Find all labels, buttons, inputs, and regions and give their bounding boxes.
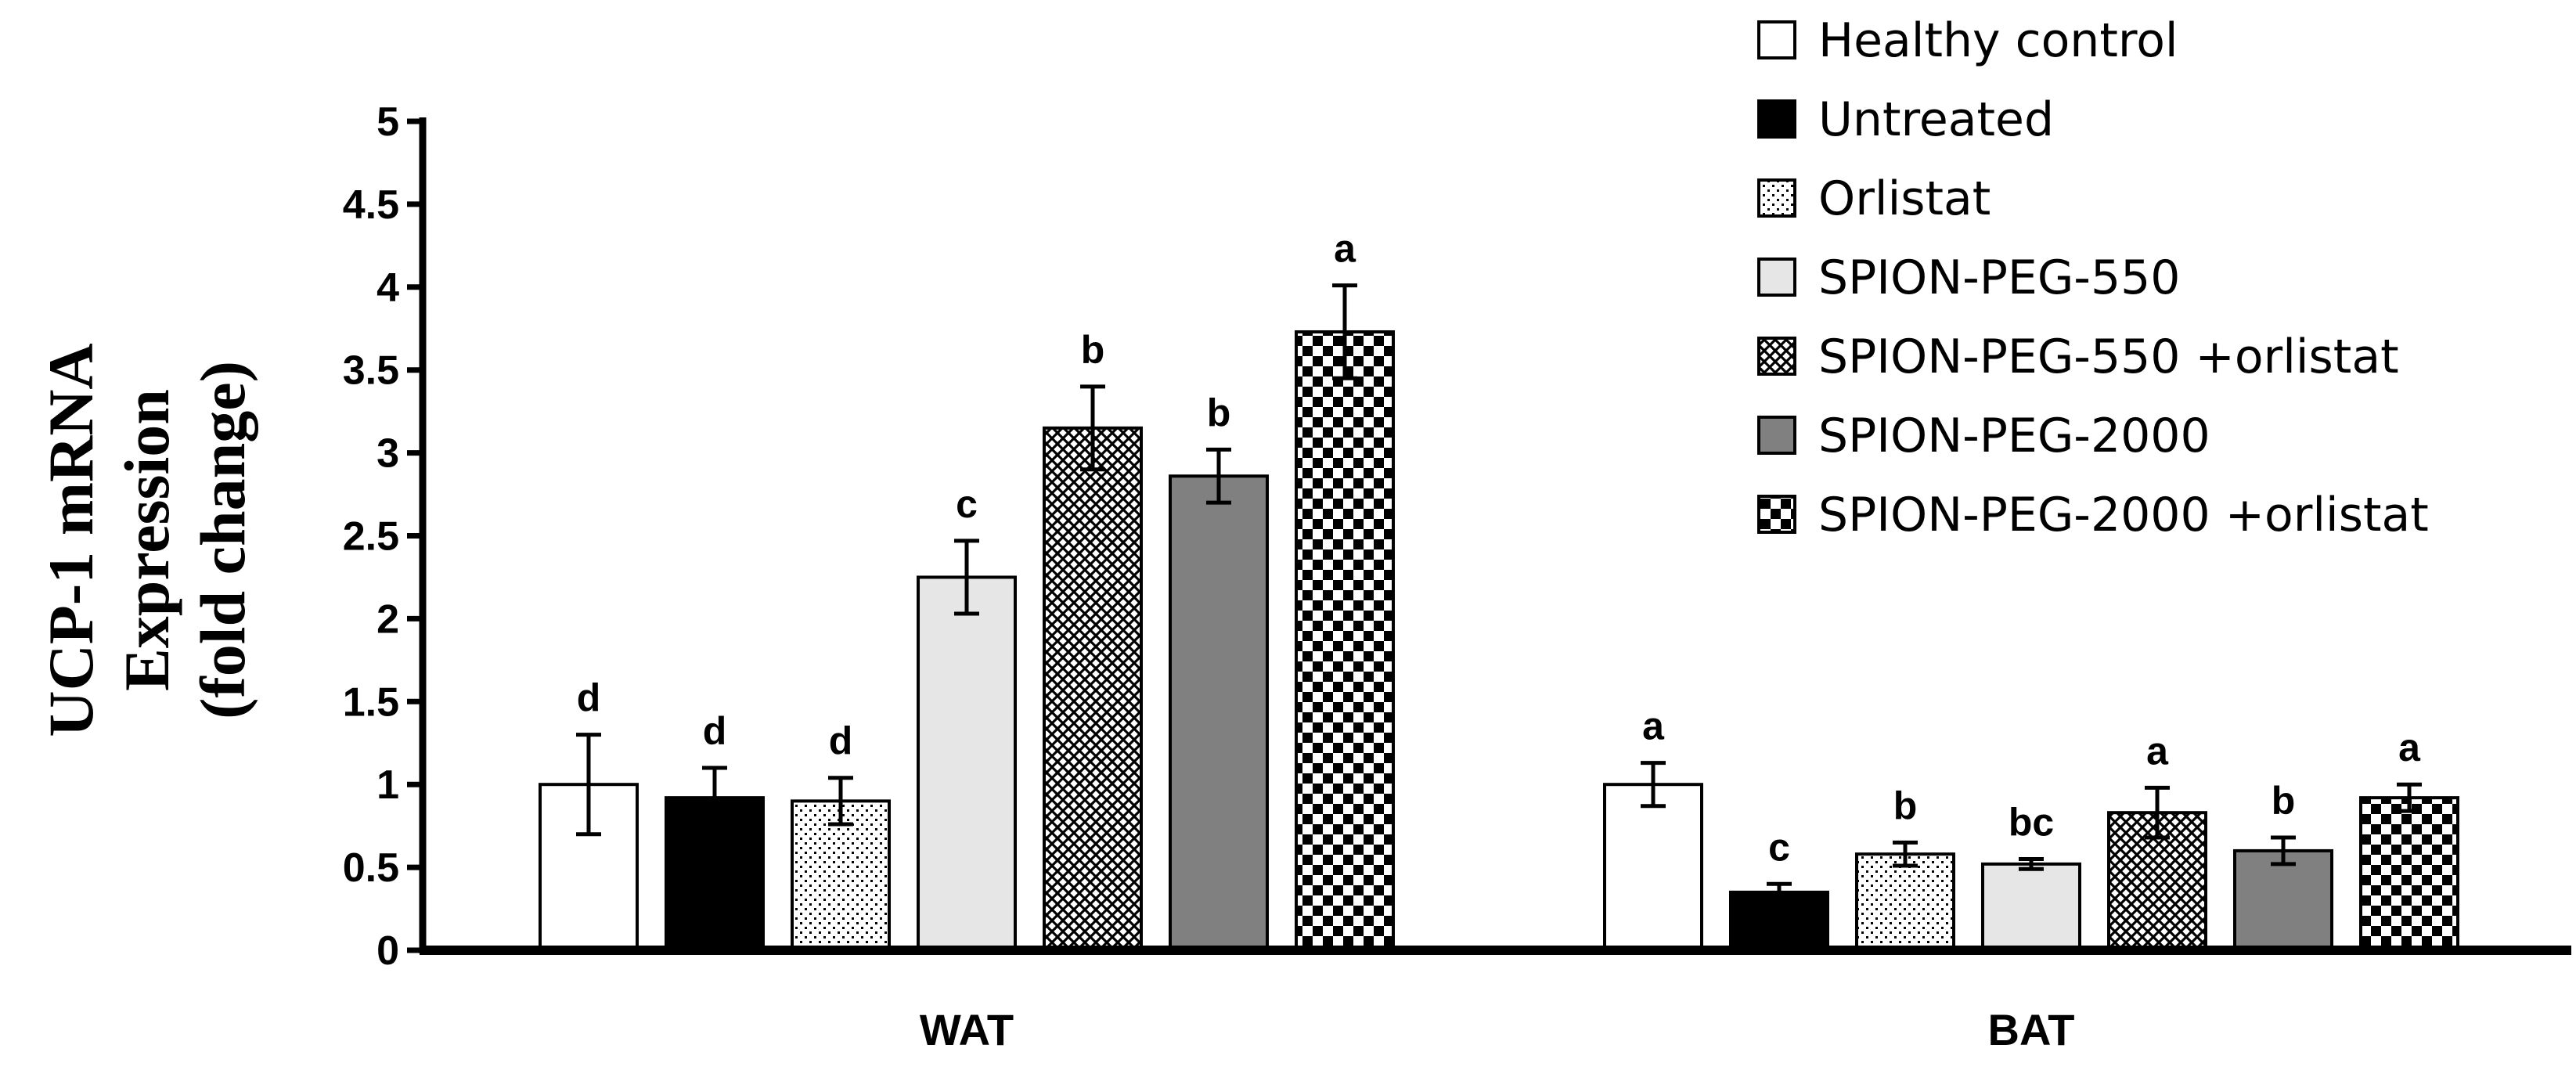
legend-label: Healthy control [1818, 13, 2178, 68]
significance-letter: d [577, 676, 601, 720]
significance-letter: a [2146, 729, 2169, 773]
legend-label: SPION-PEG-550 [1818, 250, 2180, 305]
significance-letter: b [2272, 779, 2296, 823]
y-tick-label: 4.5 [343, 182, 399, 228]
significance-letter: d [703, 709, 727, 753]
legend-label: SPION-PEG-2000 [1818, 409, 2210, 463]
legend: Healthy control Untreated Orlistat SPION-PE… [1757, 13, 2429, 542]
bar [1169, 474, 1269, 952]
significance-letter: a [1334, 227, 1356, 271]
legend-label: Orlistat [1818, 171, 1991, 226]
significance-letter: a [1642, 704, 1665, 748]
y-tick-label: 1.5 [343, 679, 399, 725]
significance-letter: c [1768, 825, 1790, 869]
significance-letter: c [956, 482, 978, 526]
bar [1855, 852, 1955, 953]
y-axis-label-line: (fold change) [187, 361, 258, 719]
legend-swatch [1757, 20, 1796, 59]
legend-swatch [1757, 337, 1796, 376]
significance-letter: d [829, 719, 853, 763]
legend-label: Untreated [1818, 92, 2054, 147]
y-tick-label: 4 [376, 265, 399, 311]
bar [2359, 796, 2459, 952]
legend-swatch [1757, 99, 1796, 139]
y-tick-label: 0.5 [343, 845, 399, 891]
y-tick-label: 3.5 [343, 348, 399, 394]
y-axis-ticks: 0 0.5 1 1.5 2 2.5 3 3.5 4 4.5 5 [343, 99, 423, 974]
y-axis-label-line: Expression [111, 389, 182, 691]
y-tick-label: 2.5 [343, 514, 399, 560]
bar [1295, 330, 1395, 952]
bar [2233, 848, 2333, 953]
legend-swatch [1757, 416, 1796, 455]
axes [419, 117, 2571, 955]
y-tick-label: 3 [376, 431, 399, 477]
category-label: BAT [1988, 1005, 2075, 1054]
significance-letter: b [1207, 391, 1231, 434]
y-tick-label: 1 [376, 762, 399, 808]
legend-label: SPION-PEG-2000 +orlistat [1818, 488, 2429, 542]
bar [1603, 783, 1703, 953]
legend-swatch [1757, 258, 1796, 297]
y-tick-label: 2 [376, 596, 399, 642]
significance-letter: a [2398, 726, 2421, 769]
bar [917, 575, 1017, 952]
legend-swatch [1757, 178, 1796, 218]
bar [1981, 862, 2081, 953]
legend-swatch [1757, 495, 1796, 534]
legend-label: SPION-PEG-550 +orlistat [1818, 330, 2399, 384]
bar [665, 796, 765, 952]
y-axis-label-line: UCP-1 mRNA [35, 343, 106, 737]
y-tick-label: 5 [376, 99, 399, 145]
category-labels: WAT BAT [920, 1005, 2075, 1054]
y-axis-label: UCP-1 mRNA Expression (fold change) [35, 343, 258, 737]
significance-letter: b [1893, 784, 1918, 827]
category-label: WAT [920, 1005, 1014, 1054]
bar [1043, 426, 1143, 952]
bars: d d d c b b a a c b bc a b a [539, 227, 2459, 953]
significance-letter: bc [2009, 801, 2054, 845]
y-tick-label: 0 [376, 928, 399, 974]
significance-letter: b [1081, 328, 1105, 372]
